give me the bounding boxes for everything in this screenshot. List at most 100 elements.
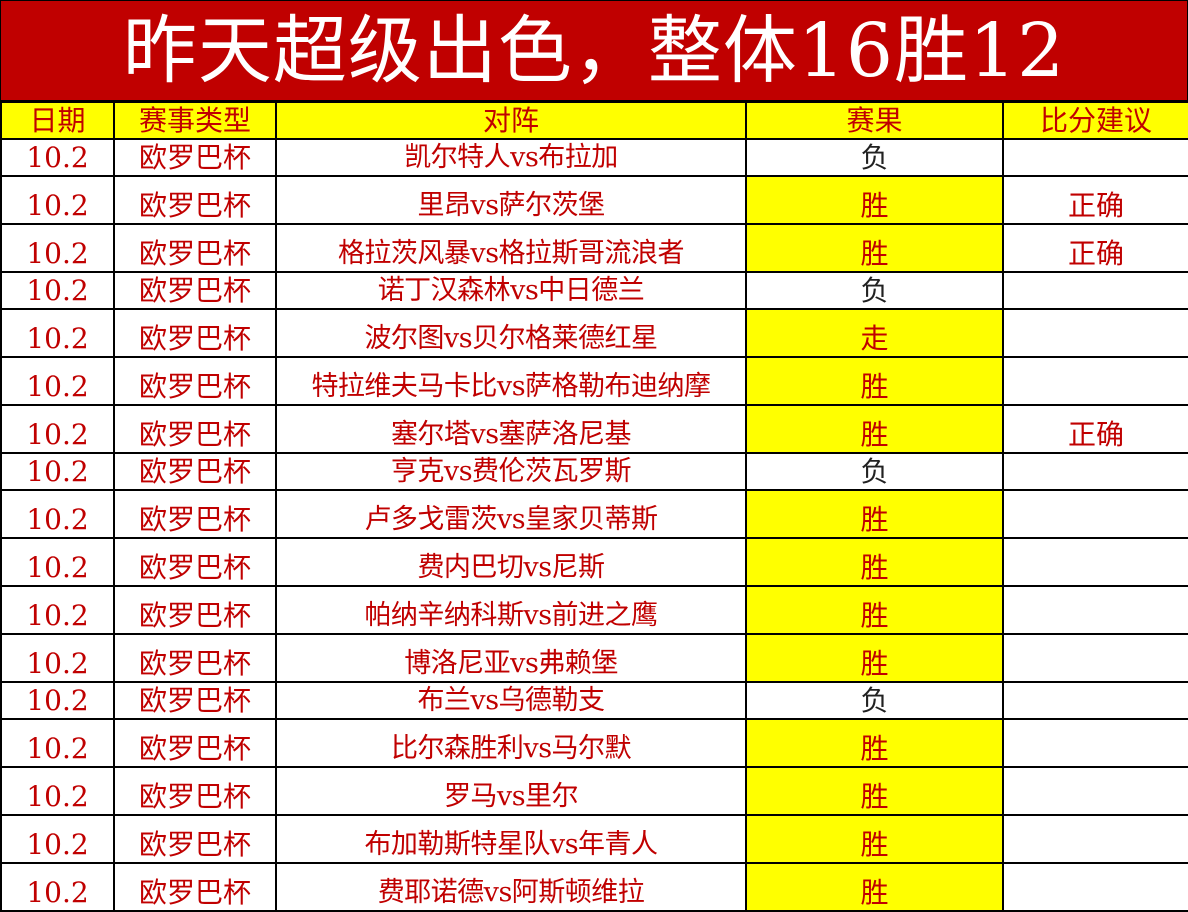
score-cell [1002,489,1188,539]
table-row: 10.2 欧罗巴杯 费内巴切vs尼斯胜 [0,537,1188,587]
result-cell: 胜 [745,223,1004,273]
league-cell: 欧罗巴杯 [113,308,277,358]
result-cell: 负 [745,681,1004,720]
score-cell: 正确 [1002,404,1188,454]
date-cell: 10.2 [0,271,115,310]
page-title: 昨天超级出色，整体16胜12 [0,0,1188,101]
league-cell: 欧罗巴杯 [113,175,277,225]
date-cell: 10.2 [0,681,115,720]
league-cell: 欧罗巴杯 [113,271,277,310]
league-cell: 欧罗巴杯 [113,681,277,720]
score-cell [1002,452,1188,491]
table-row: 10.2 欧罗巴杯 波尔图vs贝尔格莱德红星走 [0,308,1188,358]
table-row: 10.2 欧罗巴杯 帕纳辛纳科斯vs前进之鹰胜 [0,585,1188,635]
date-cell: 10.2 [0,175,115,225]
league-cell: 欧罗巴杯 [113,862,277,912]
score-cell [1002,862,1188,912]
table-row: 10.2 欧罗巴杯 凯尔特人vs布拉加负 [0,138,1188,177]
table-row: 10.2 欧罗巴杯 卢多戈雷茨vs皇家贝蒂斯胜 [0,489,1188,539]
league-cell: 欧罗巴杯 [113,718,277,768]
date-cell: 10.2 [0,814,115,864]
match-cell: 博洛尼亚vs弗赖堡 [275,633,747,683]
score-cell [1002,766,1188,816]
date-cell: 10.2 [0,356,115,406]
score-cell [1002,537,1188,587]
results-table: 日期 赛事类型 对阵 赛果 比分建议 10.2 欧罗巴杯 凯尔特人vs布拉加负 10.… [0,101,1188,912]
score-cell [1002,681,1188,720]
result-cell: 胜 [745,862,1004,912]
score-cell [1002,271,1188,310]
result-cell: 胜 [745,585,1004,635]
match-cell: 比尔森胜利vs马尔默 [275,718,747,768]
match-cell: 里昂vs萨尔茨堡 [275,175,747,225]
league-cell: 欧罗巴杯 [113,766,277,816]
header-row: 日期 赛事类型 对阵 赛果 比分建议 [0,101,1188,140]
header-score-suggestion: 比分建议 [1002,101,1188,140]
league-cell: 欧罗巴杯 [113,814,277,864]
league-cell: 欧罗巴杯 [113,356,277,406]
table-row: 10.2 欧罗巴杯 比尔森胜利vs马尔默胜 [0,718,1188,768]
score-cell: 正确 [1002,175,1188,225]
table-row: 10.2 欧罗巴杯 罗马vs里尔胜 [0,766,1188,816]
result-cell: 胜 [745,404,1004,454]
table-row: 10.2 欧罗巴杯 特拉维夫马卡比vs萨格勒布迪纳摩胜 [0,356,1188,406]
result-cell: 走 [745,308,1004,358]
result-cell: 负 [745,271,1004,310]
match-cell: 布加勒斯特星队vs年青人 [275,814,747,864]
league-cell: 欧罗巴杯 [113,585,277,635]
header-result: 赛果 [745,101,1004,140]
match-cell: 罗马vs里尔 [275,766,747,816]
result-cell: 胜 [745,814,1004,864]
score-cell: 正确 [1002,223,1188,273]
table-row: 10.2 欧罗巴杯 布兰vs乌德勒支负 [0,681,1188,720]
match-cell: 波尔图vs贝尔格莱德红星 [275,308,747,358]
result-cell: 胜 [745,175,1004,225]
header-league: 赛事类型 [113,101,277,140]
date-cell: 10.2 [0,718,115,768]
result-cell: 胜 [745,356,1004,406]
date-cell: 10.2 [0,138,115,177]
score-cell [1002,718,1188,768]
score-cell [1002,585,1188,635]
date-cell: 10.2 [0,537,115,587]
date-cell: 10.2 [0,452,115,491]
result-cell: 负 [745,452,1004,491]
header-date: 日期 [0,101,115,140]
result-cell: 胜 [745,766,1004,816]
table-row: 10.2 欧罗巴杯 格拉茨风暴vs格拉斯哥流浪者胜正确 [0,223,1188,273]
date-cell: 10.2 [0,404,115,454]
match-cell: 塞尔塔vs塞萨洛尼基 [275,404,747,454]
match-cell: 布兰vs乌德勒支 [275,681,747,720]
score-cell [1002,356,1188,406]
match-cell: 费内巴切vs尼斯 [275,537,747,587]
date-cell: 10.2 [0,308,115,358]
result-cell: 胜 [745,489,1004,539]
date-cell: 10.2 [0,633,115,683]
match-cell: 特拉维夫马卡比vs萨格勒布迪纳摩 [275,356,747,406]
league-cell: 欧罗巴杯 [113,223,277,273]
result-cell: 胜 [745,633,1004,683]
result-cell: 胜 [745,718,1004,768]
match-cell: 诺丁汉森林vs中日德兰 [275,271,747,310]
league-cell: 欧罗巴杯 [113,537,277,587]
table-row: 10.2 欧罗巴杯 博洛尼亚vs弗赖堡胜 [0,633,1188,683]
match-cell: 费耶诺德vs阿斯顿维拉 [275,862,747,912]
table-row: 10.2 欧罗巴杯 塞尔塔vs塞萨洛尼基胜正确 [0,404,1188,454]
league-cell: 欧罗巴杯 [113,489,277,539]
score-cell [1002,138,1188,177]
date-cell: 10.2 [0,223,115,273]
table-row: 10.2 欧罗巴杯 布加勒斯特星队vs年青人胜 [0,814,1188,864]
table-row: 10.2 欧罗巴杯 诺丁汉森林vs中日德兰负 [0,271,1188,310]
date-cell: 10.2 [0,862,115,912]
table-row: 10.2 欧罗巴杯 费耶诺德vs阿斯顿维拉胜 [0,862,1188,912]
league-cell: 欧罗巴杯 [113,633,277,683]
table-row: 10.2 欧罗巴杯 里昂vs萨尔茨堡胜正确 [0,175,1188,225]
header-match: 对阵 [275,101,747,140]
result-cell: 负 [745,138,1004,177]
date-cell: 10.2 [0,585,115,635]
date-cell: 10.2 [0,489,115,539]
league-cell: 欧罗巴杯 [113,404,277,454]
match-cell: 格拉茨风暴vs格拉斯哥流浪者 [275,223,747,273]
match-cell: 卢多戈雷茨vs皇家贝蒂斯 [275,489,747,539]
league-cell: 欧罗巴杯 [113,138,277,177]
